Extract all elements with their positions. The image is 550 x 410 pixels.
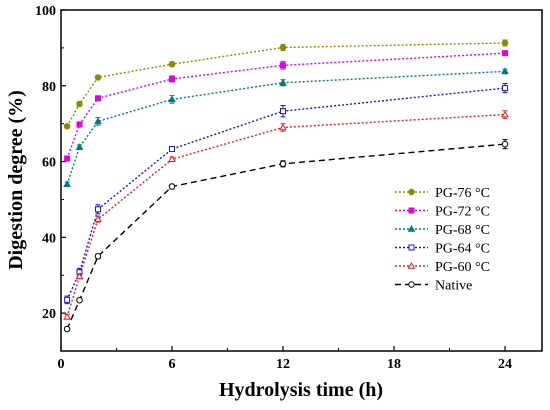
data-point-marker [408, 281, 415, 288]
data-point-marker [279, 44, 287, 51]
data-point-marker [64, 296, 71, 303]
data-point-marker [501, 39, 509, 47]
legend-label: PG-64 °C [435, 242, 490, 257]
data-point-marker [169, 75, 175, 82]
data-point-marker [501, 67, 509, 75]
data-point-marker [279, 78, 287, 86]
data-point-marker [280, 62, 286, 69]
data-point-marker [168, 155, 176, 163]
data-point-marker [280, 108, 286, 115]
legend-item: PG-64 °C [395, 242, 490, 257]
series-pg-72-c [64, 50, 508, 162]
data-point-marker [63, 123, 71, 130]
data-point-marker [279, 160, 287, 168]
legend-item: PG-68 °C [395, 223, 490, 238]
data-point-marker [95, 95, 101, 102]
data-point-marker [408, 207, 415, 214]
series-layer [63, 39, 509, 333]
series-line [66, 52, 506, 159]
x-tick-label: 0 [58, 357, 65, 372]
data-point-marker [501, 110, 509, 118]
data-point-marker [501, 140, 509, 148]
series-line [66, 143, 506, 330]
data-point-marker [408, 244, 415, 251]
legend-item: PG-60 °C [395, 260, 490, 275]
y-axis-title: Digestion degree (%) [5, 90, 27, 270]
y-tick-label: 40 [42, 231, 56, 246]
data-point-marker [75, 272, 84, 280]
data-point-marker [64, 155, 71, 162]
data-point-marker [502, 85, 508, 92]
data-point-marker [94, 253, 102, 260]
data-point-marker [63, 180, 71, 188]
axis-ticks: 0 6 12 18 24 20 40 60 80 100 [35, 4, 512, 372]
data-point-marker [76, 121, 83, 128]
plot-frame [60, 9, 543, 352]
y-tick-label: 20 [42, 307, 56, 322]
data-point-marker [168, 60, 176, 68]
legend: PG-76 °C PG-72 °C PG-68 °C PG-64 °C PG-60 °C… [395, 186, 490, 294]
data-point-marker [94, 74, 102, 81]
series-pg-60-c [63, 110, 509, 320]
legend-label: PG-68 °C [435, 223, 490, 238]
legend-label: PG-72 °C [435, 205, 490, 220]
series-line [66, 42, 506, 127]
series-pg-68-c [63, 67, 509, 188]
data-point-marker [502, 50, 508, 57]
data-point-marker [168, 183, 176, 190]
legend-item: PG-72 °C [395, 205, 490, 220]
data-point-marker [407, 224, 416, 232]
legend-label: Native [435, 279, 472, 294]
x-tick-label: 18 [387, 357, 401, 372]
legend-label: PG-76 °C [435, 186, 490, 201]
x-tick-label: 12 [276, 357, 290, 372]
legend-item: Native [395, 279, 472, 294]
data-point-marker [63, 312, 71, 320]
data-point-marker [168, 95, 176, 103]
y-tick-label: 80 [42, 80, 56, 95]
legend-label: PG-60 °C [435, 260, 490, 275]
data-point-marker [95, 206, 101, 213]
series-native [63, 139, 509, 333]
data-point-marker [94, 215, 102, 222]
data-point-marker [279, 123, 287, 131]
series-pg-76-c [63, 39, 509, 130]
y-tick-label: 60 [42, 156, 56, 171]
data-point-marker [408, 188, 415, 196]
data-point-marker [76, 296, 83, 304]
series-line [66, 70, 506, 185]
y-tick-label: 100 [35, 4, 56, 19]
data-point-marker [63, 325, 71, 333]
data-point-marker [169, 146, 175, 153]
legend-item: PG-76 °C [395, 186, 490, 201]
x-tick-label: 6 [169, 357, 176, 372]
data-point-marker [76, 100, 83, 108]
x-axis-title: Hydrolysis time (h) [219, 379, 383, 401]
data-point-marker [94, 117, 102, 125]
data-point-marker [75, 143, 84, 150]
x-tick-label: 24 [498, 357, 512, 372]
data-point-marker [407, 261, 416, 269]
